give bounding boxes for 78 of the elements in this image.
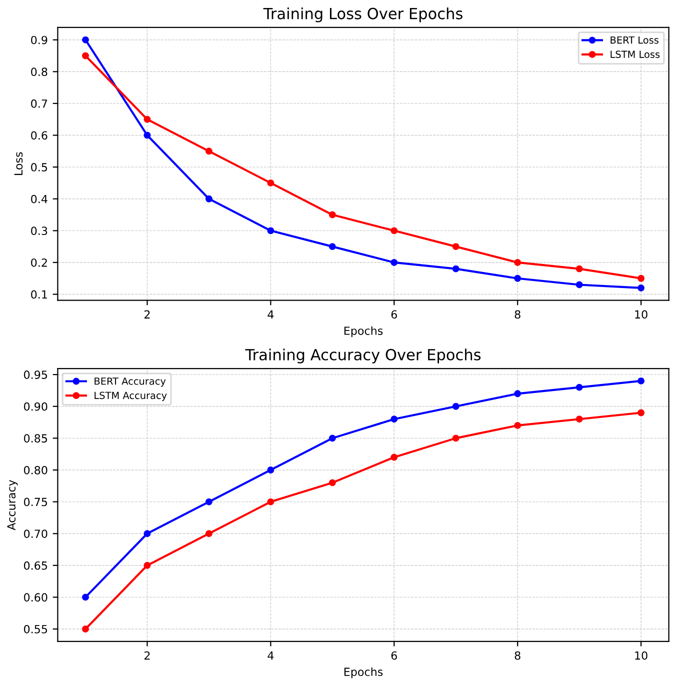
x-tick-label: 2	[144, 651, 150, 660]
y-tick-label: 0.85	[24, 434, 48, 443]
x-tick-label: 8	[514, 310, 520, 319]
point	[452, 434, 460, 442]
point	[390, 258, 398, 266]
point	[267, 179, 274, 186]
point	[638, 274, 645, 282]
point	[452, 402, 460, 410]
point	[390, 416, 398, 423]
x-tick-label: 6	[391, 651, 397, 660]
point	[82, 36, 89, 44]
legend-label: LSTM Loss	[610, 50, 660, 58]
legend-label: BERT Accuracy	[94, 378, 166, 387]
y-tick-label: 0.70	[24, 530, 48, 538]
y-tick-label: 0.6	[31, 131, 48, 140]
point	[514, 390, 522, 398]
point	[205, 530, 212, 538]
y-axis-title: Loss	[14, 152, 23, 175]
point	[205, 498, 212, 506]
point	[144, 132, 151, 139]
point	[328, 479, 336, 486]
legend-label: BERT Loss	[610, 36, 658, 44]
legend-label: LSTM Accuracy	[94, 392, 167, 401]
y-tick-label: 0.2	[31, 258, 47, 267]
point	[390, 227, 398, 234]
point	[638, 284, 645, 292]
point	[82, 626, 89, 632]
x-tick-label: 6	[391, 310, 397, 319]
point	[267, 498, 274, 506]
x-tick-label: 4	[268, 651, 274, 660]
y-tick-label: 0.5	[31, 163, 48, 172]
x-tick-label: 4	[268, 310, 274, 318]
point	[328, 211, 336, 218]
point	[82, 594, 89, 601]
x-axis-title: Epochs	[344, 667, 383, 678]
y-tick-label: 0.55	[24, 624, 48, 634]
point	[205, 195, 212, 202]
point	[205, 148, 212, 155]
y-tick-label: 0.60	[24, 593, 48, 602]
point	[514, 422, 522, 429]
y-tick-label: 0.4	[31, 194, 48, 204]
point	[452, 265, 460, 272]
x-tick-label: 10	[635, 651, 648, 660]
y-tick-label: 0.8	[31, 68, 48, 76]
point	[82, 52, 89, 60]
y-axis-title: Accuracy	[7, 480, 18, 530]
point	[144, 116, 151, 123]
point	[576, 384, 583, 391]
point	[267, 466, 274, 474]
x-tick-label: 10	[635, 310, 648, 319]
y-tick-label: 0.3	[31, 226, 48, 236]
y-tick-label: 0.65	[24, 561, 48, 570]
y-tick-label: 0.75	[24, 498, 48, 506]
chart-title: Training Loss Over Epochs	[263, 8, 462, 22]
point	[514, 258, 522, 266]
point	[390, 454, 398, 461]
y-tick-label: 0.9	[31, 36, 48, 44]
y-tick-label: 0.7	[31, 99, 48, 108]
point	[638, 409, 645, 416]
x-tick-label: 2	[144, 310, 150, 318]
point	[576, 416, 583, 423]
point	[144, 562, 151, 569]
point	[328, 243, 336, 250]
point	[144, 530, 151, 538]
point	[576, 281, 583, 288]
point	[576, 265, 583, 272]
y-tick-label: 0.80	[24, 466, 48, 474]
y-tick-label: 0.1	[31, 290, 47, 299]
point	[452, 243, 460, 250]
point	[638, 377, 645, 384]
y-tick-label: 0.90	[24, 402, 48, 411]
point	[267, 227, 274, 234]
x-tick-label: 8	[514, 651, 520, 660]
y-tick-label: 0.95	[24, 370, 48, 379]
point	[328, 434, 336, 442]
point	[514, 274, 522, 282]
chart-title: Training Accuracy Over Epochs	[245, 348, 481, 364]
x-axis-title: Epochs	[344, 326, 383, 338]
